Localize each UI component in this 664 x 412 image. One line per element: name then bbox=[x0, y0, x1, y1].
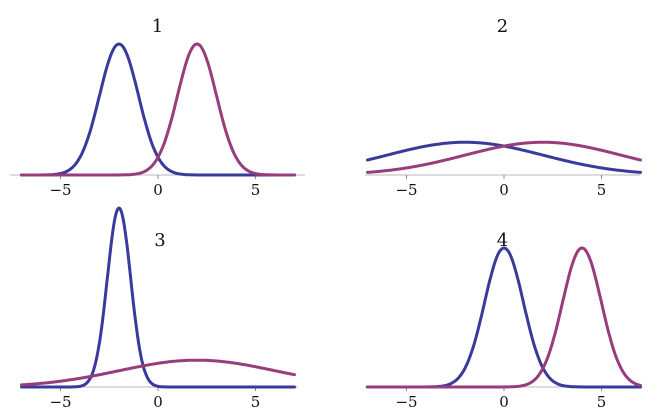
series-line-a bbox=[366, 246, 642, 389]
x-tick-label: −5 bbox=[395, 181, 417, 199]
x-tick-label: −5 bbox=[395, 393, 417, 411]
series-line-b bbox=[20, 358, 296, 387]
x-tick-label: 0 bbox=[153, 393, 163, 411]
x-tick-label: 5 bbox=[251, 393, 261, 411]
panel-title: 2 bbox=[497, 16, 508, 37]
series-line-a bbox=[20, 206, 296, 389]
x-tick-label: 5 bbox=[251, 181, 261, 199]
x-tick-label: 0 bbox=[153, 181, 163, 199]
x-tick-label: −5 bbox=[49, 181, 71, 199]
x-tick-label: 5 bbox=[597, 181, 607, 199]
panel-2: 2 −5 0 5 bbox=[365, 16, 642, 199]
series-line-b bbox=[20, 42, 296, 177]
panel-1: 1 −5 0 5 bbox=[10, 16, 305, 199]
x-tick-label: 5 bbox=[597, 393, 607, 411]
x-tick-label: −5 bbox=[49, 393, 71, 411]
panel-title: 1 bbox=[152, 16, 163, 37]
x-tick-label: 0 bbox=[499, 181, 509, 199]
panel-4: 4 −5 0 5 bbox=[365, 230, 642, 411]
panel-3: 3 −5 0 5 bbox=[20, 206, 298, 411]
series-line-b bbox=[366, 140, 642, 174]
series-line-b bbox=[366, 246, 642, 389]
panel-title: 3 bbox=[154, 230, 165, 251]
panel-title: 4 bbox=[497, 230, 508, 251]
x-tick-label: 0 bbox=[499, 393, 509, 411]
